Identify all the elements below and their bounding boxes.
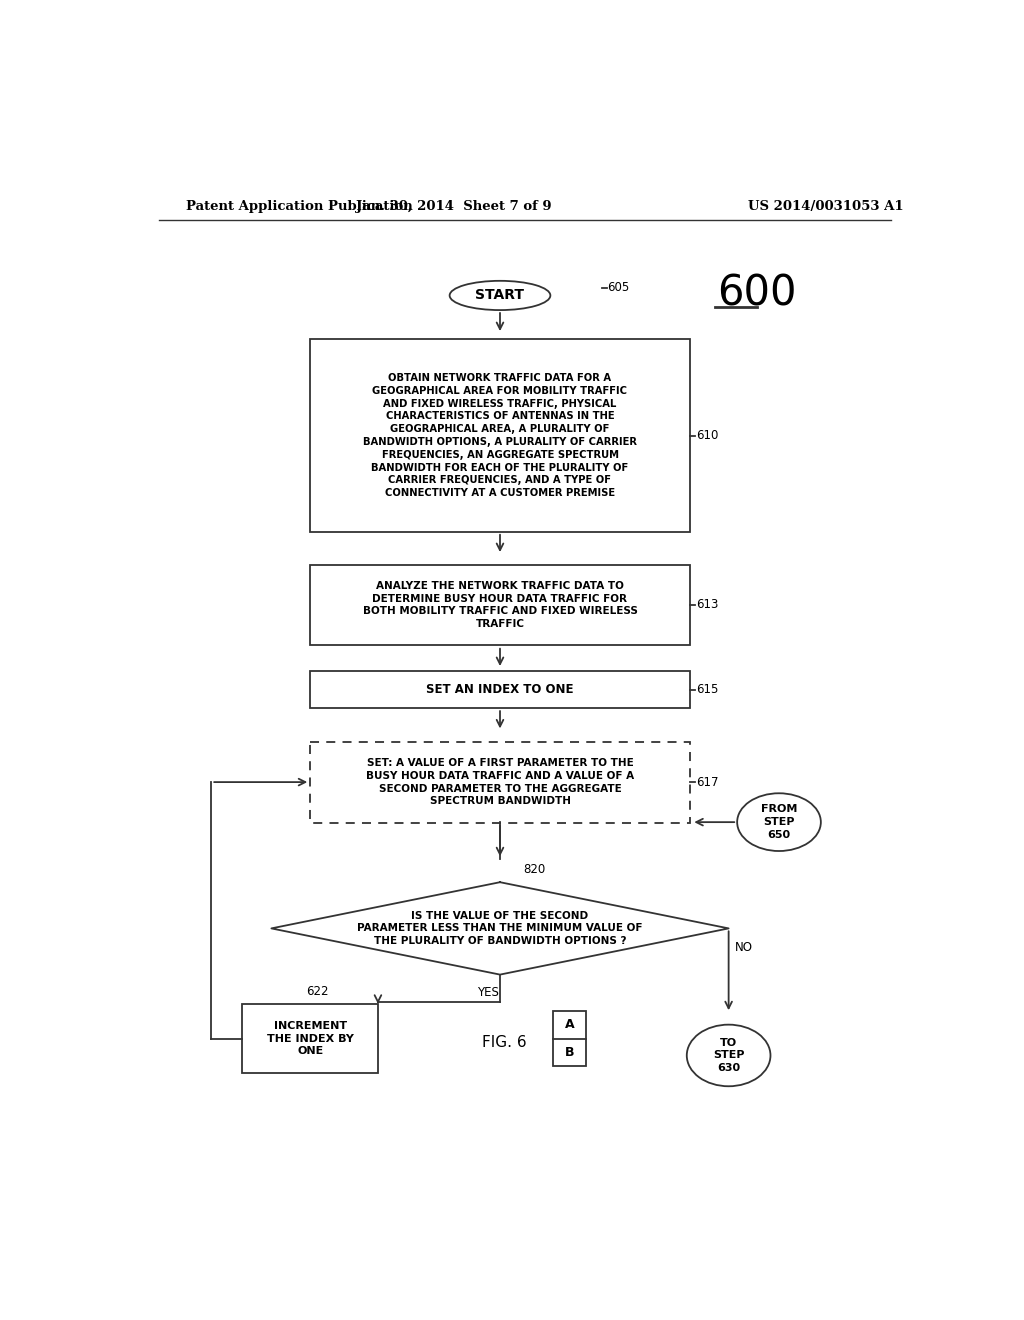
Text: FIG. 6: FIG. 6 [482, 1035, 527, 1049]
Bar [310, 742, 690, 822]
Bar [310, 565, 690, 645]
Text: FROM
STEP
650: FROM STEP 650 [761, 804, 798, 840]
Text: 622: 622 [306, 985, 329, 998]
Text: INCREMENT
THE INDEX BY
ONE: INCREMENT THE INDEX BY ONE [266, 1020, 353, 1056]
Text: 613: 613 [696, 598, 719, 611]
Text: SET: A VALUE OF A FIRST PARAMETER TO THE
BUSY HOUR DATA TRAFFIC AND A VALUE OF A: SET: A VALUE OF A FIRST PARAMETER TO THE… [366, 758, 634, 807]
Text: 610: 610 [696, 429, 719, 442]
Text: TO
STEP
630: TO STEP 630 [713, 1038, 744, 1073]
Text: NO: NO [735, 941, 753, 954]
Text: OBTAIN NETWORK TRAFFIC DATA FOR A
GEOGRAPHICAL AREA FOR MOBILITY TRAFFIC
AND FIX: OBTAIN NETWORK TRAFFIC DATA FOR A GEOGRA… [362, 374, 637, 498]
Text: Jan. 30, 2014  Sheet 7 of 9: Jan. 30, 2014 Sheet 7 of 9 [355, 199, 551, 213]
Text: Patent Application Publication: Patent Application Publication [186, 199, 413, 213]
Bar [554, 1011, 586, 1067]
Text: 605: 605 [607, 281, 629, 294]
Text: 600: 600 [717, 272, 797, 314]
Bar [310, 671, 690, 708]
Text: A: A [565, 1018, 574, 1031]
Text: SET AN INDEX TO ONE: SET AN INDEX TO ONE [426, 684, 573, 696]
Text: YES: YES [477, 986, 500, 999]
Text: 615: 615 [696, 684, 719, 696]
Text: 617: 617 [696, 776, 719, 788]
Text: US 2014/0031053 A1: US 2014/0031053 A1 [748, 199, 903, 213]
Bar [243, 1003, 378, 1073]
Text: ANALYZE THE NETWORK TRAFFIC DATA TO
DETERMINE BUSY HOUR DATA TRAFFIC FOR
BOTH MO: ANALYZE THE NETWORK TRAFFIC DATA TO DETE… [362, 581, 637, 630]
Text: B: B [565, 1045, 574, 1059]
Bar [310, 339, 690, 532]
Text: IS THE VALUE OF THE SECOND
PARAMETER LESS THAN THE MINIMUM VALUE OF
THE PLURALIT: IS THE VALUE OF THE SECOND PARAMETER LES… [357, 911, 643, 946]
Text: START: START [475, 289, 524, 302]
Text: 820: 820 [523, 863, 546, 876]
